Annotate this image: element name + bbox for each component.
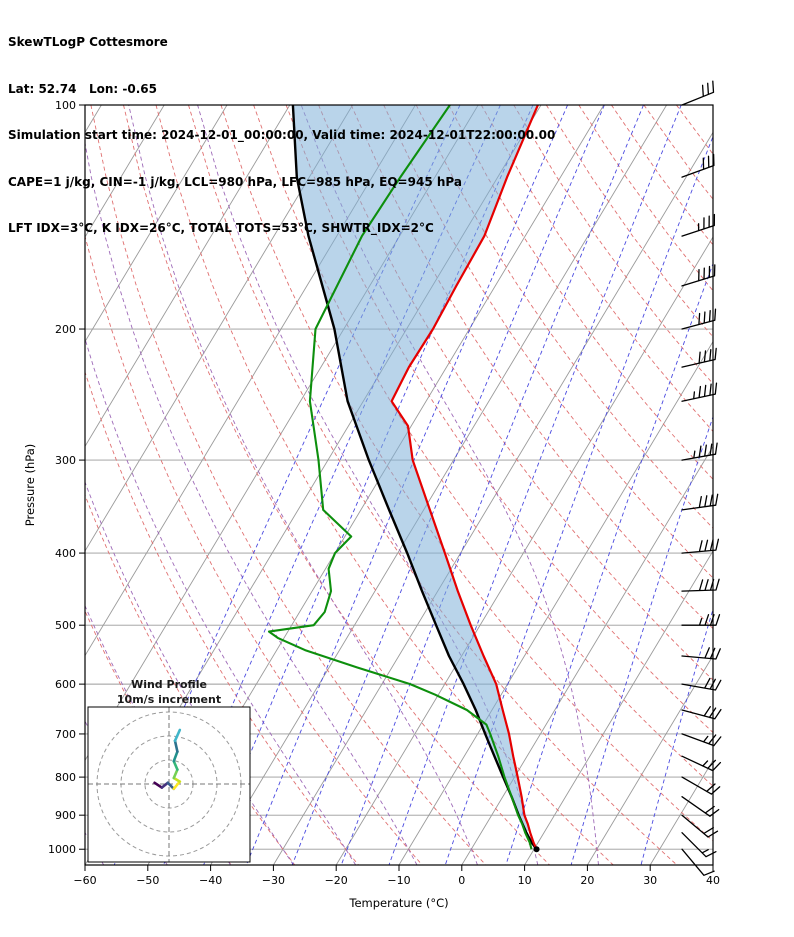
svg-text:20: 20 [580,874,594,887]
hodograph-content [88,707,250,862]
svg-text:700: 700 [55,728,76,741]
header-location: Lat: 52.74 Lon: -0.65 [8,81,157,96]
header-times: Simulation start time: 2024-12-01_00:00:… [8,128,556,142]
y-axis-label: Pressure (hPa) [23,443,37,527]
svg-text:40: 40 [706,874,720,887]
x-axis-label: Temperature (°C) [349,896,449,910]
svg-text:100: 100 [55,99,76,112]
svg-text:10: 10 [518,874,532,887]
svg-text:−20: −20 [325,874,348,887]
header-indices-line1: CAPE=1 j/kg, CIN=-1 j/kg, LCL=980 hPa, L… [8,174,462,189]
svg-text:400: 400 [55,547,76,560]
header-title: SkewTLogP Cottesmore [8,35,168,49]
svg-text:500: 500 [55,619,76,632]
svg-text:300: 300 [55,454,76,467]
svg-text:200: 200 [55,323,76,336]
svg-text:900: 900 [55,809,76,822]
svg-text:30: 30 [643,874,657,887]
svg-text:0: 0 [458,874,465,887]
svg-text:−40: −40 [199,874,222,887]
temperature-curve [390,105,539,850]
hodograph-title-block: Wind Profile 10m/s increment [88,677,250,707]
svg-text:−50: −50 [136,874,159,887]
svg-text:1000: 1000 [48,843,76,856]
svg-text:600: 600 [55,678,76,691]
header: SkewTLogP Cottesmore Lat: 52.74 Lon: -0.… [8,4,555,268]
wind-barbs [681,80,722,876]
svg-text:−60: −60 [73,874,96,887]
svg-text:800: 800 [55,771,76,784]
svg-text:−30: −30 [262,874,285,887]
header-indices-line2: LFT IDX=3°C, K IDX=26°C, TOTAL TOTS=53°C… [8,221,434,235]
hodograph-title: Wind Profile [131,678,207,691]
hodograph-subtitle: 10m/s increment [116,693,222,706]
hodograph-inset [87,706,251,863]
surface-marker [533,846,540,853]
svg-text:−10: −10 [387,874,410,887]
dewpoint-curve [267,105,533,850]
